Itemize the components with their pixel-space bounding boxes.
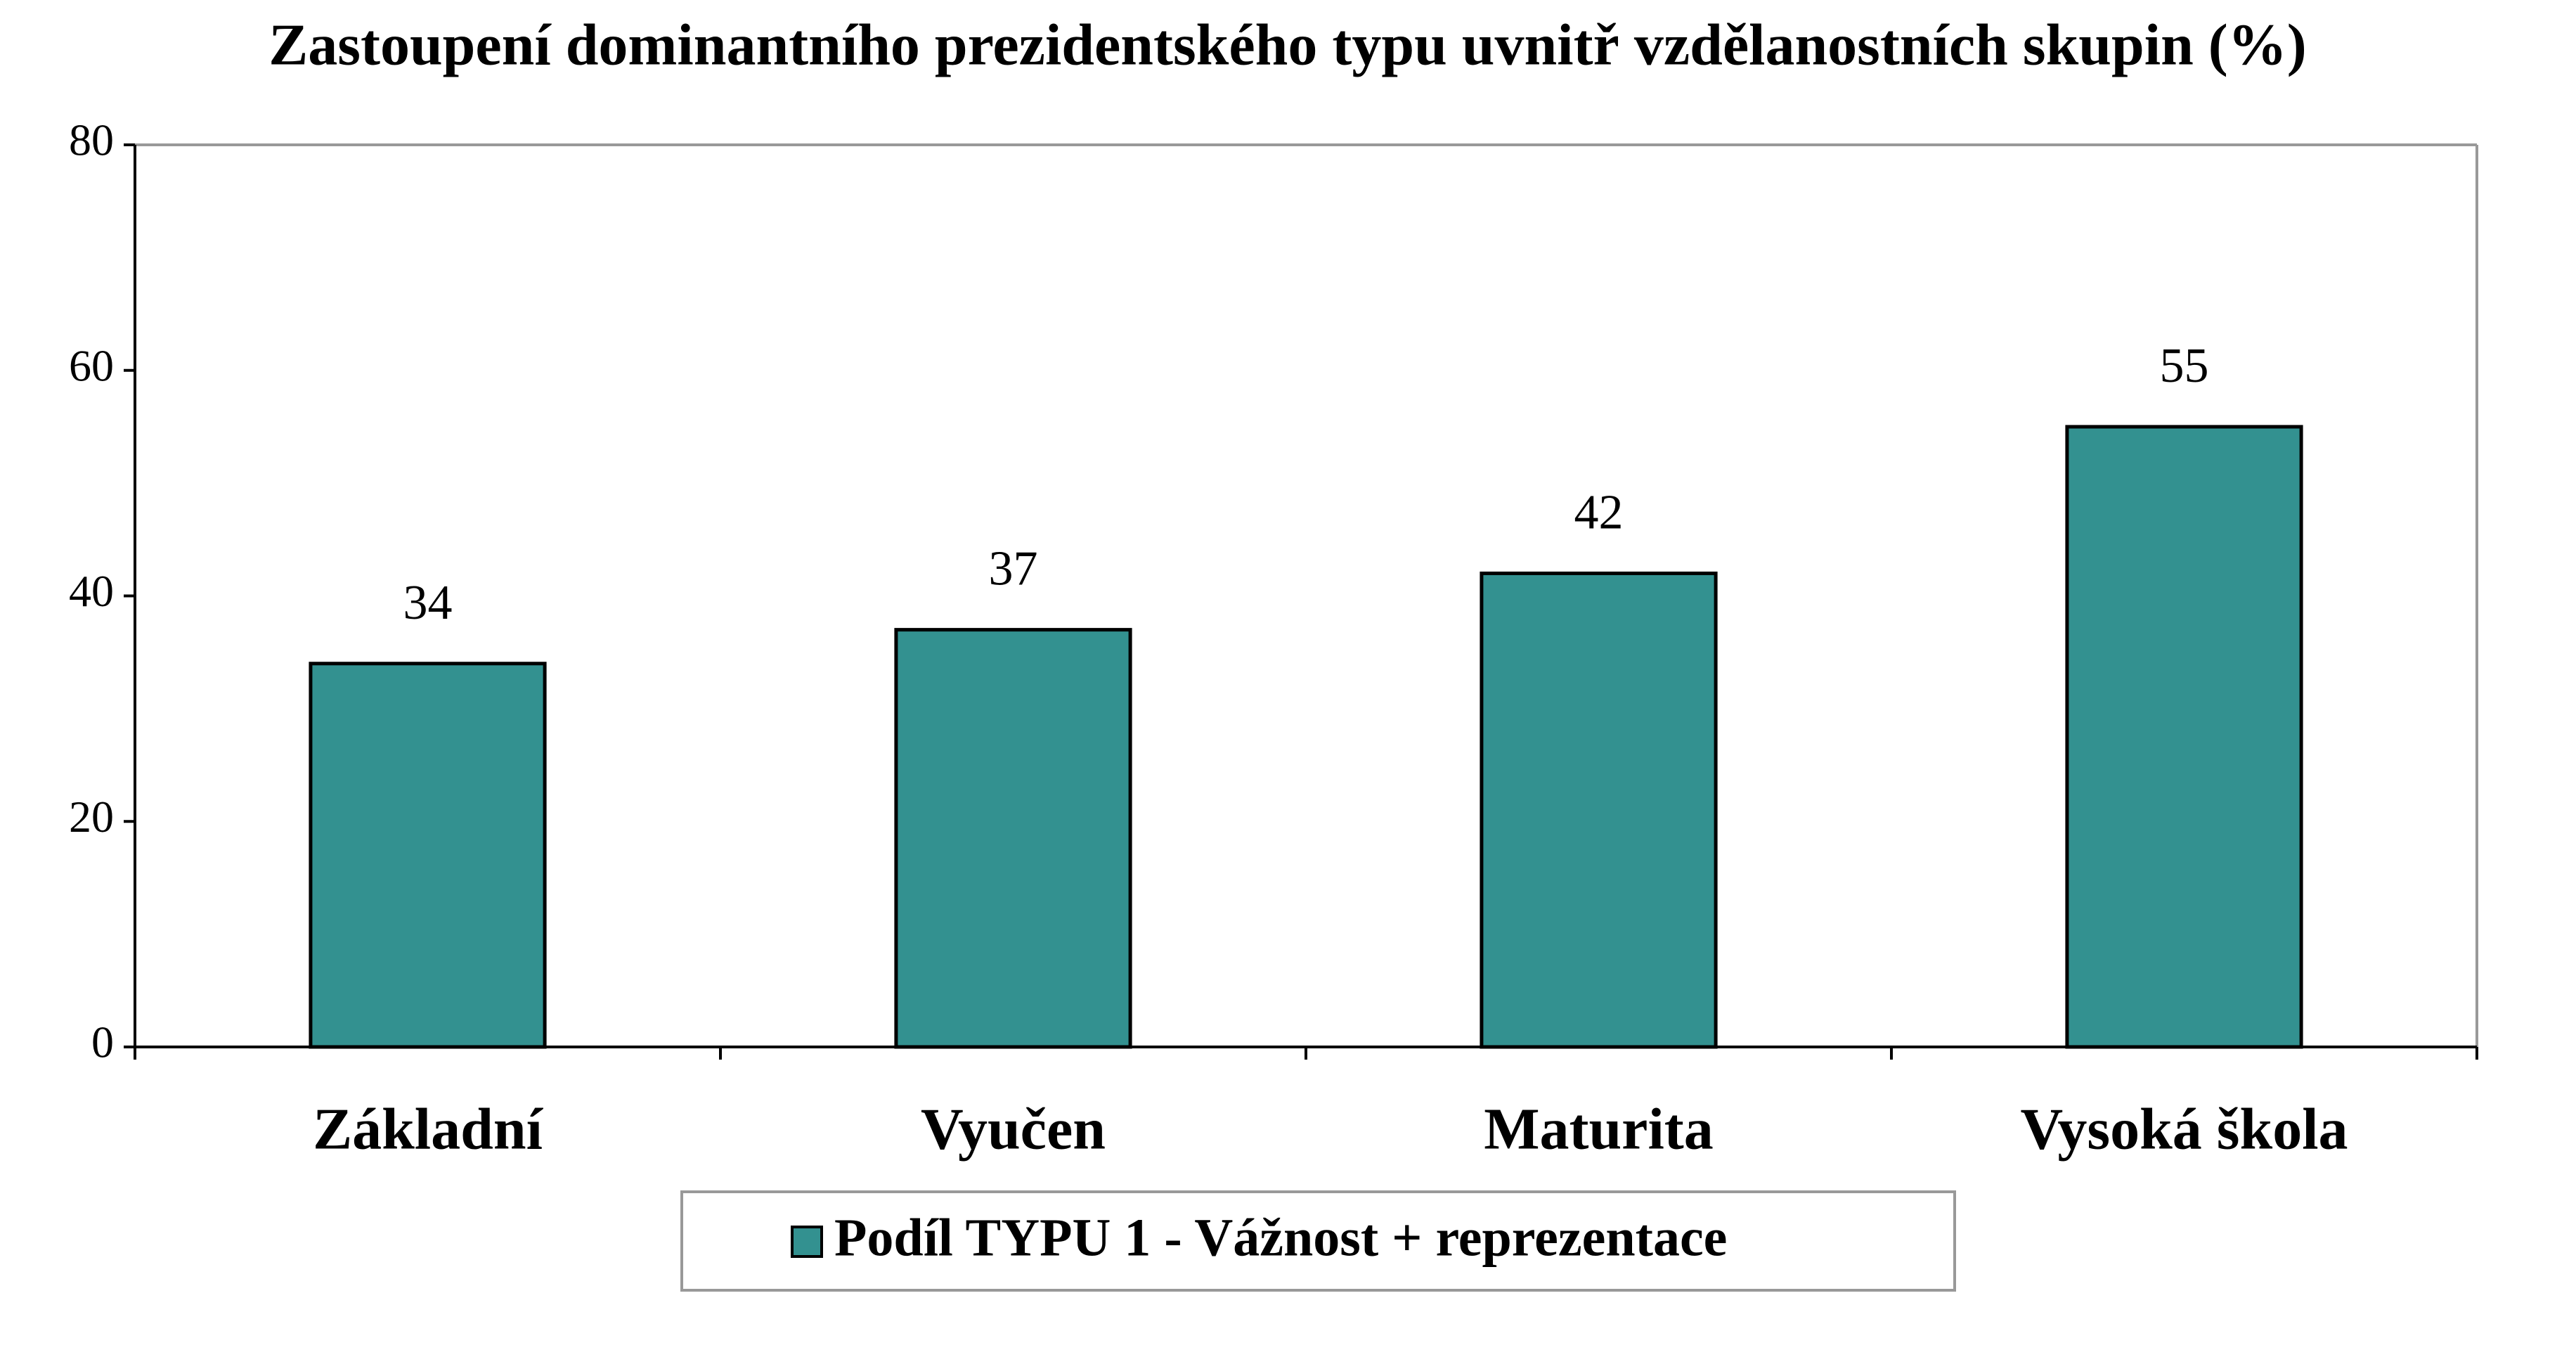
y-tick-label: 80 — [69, 115, 114, 165]
y-tick-label: 0 — [91, 1017, 114, 1067]
bar — [1480, 571, 1718, 1049]
x-tick-label: Vysoká škola — [2020, 1096, 2348, 1162]
legend-box — [680, 1190, 1956, 1292]
bar — [2065, 425, 2303, 1049]
data-label: 42 — [1574, 485, 1624, 539]
y-tick-label: 60 — [69, 340, 114, 390]
x-tick-label: Maturita — [1484, 1096, 1714, 1162]
y-tick-label: 20 — [69, 792, 114, 842]
y-tick-label: 40 — [69, 566, 114, 616]
x-tick-label: Vyučen — [921, 1096, 1106, 1162]
legend-label: Podíl TYPU 1 - Vážnost + reprezentace — [834, 1208, 1727, 1267]
chart-title: Zastoupení dominantního prezidentského t… — [268, 12, 2306, 77]
legend-swatch — [791, 1226, 823, 1258]
data-label: 55 — [2160, 339, 2209, 393]
data-label: 34 — [403, 576, 453, 630]
bar — [309, 662, 547, 1049]
data-label: 37 — [989, 542, 1038, 596]
x-tick-label: Základní — [313, 1096, 544, 1162]
bar — [894, 628, 1132, 1049]
